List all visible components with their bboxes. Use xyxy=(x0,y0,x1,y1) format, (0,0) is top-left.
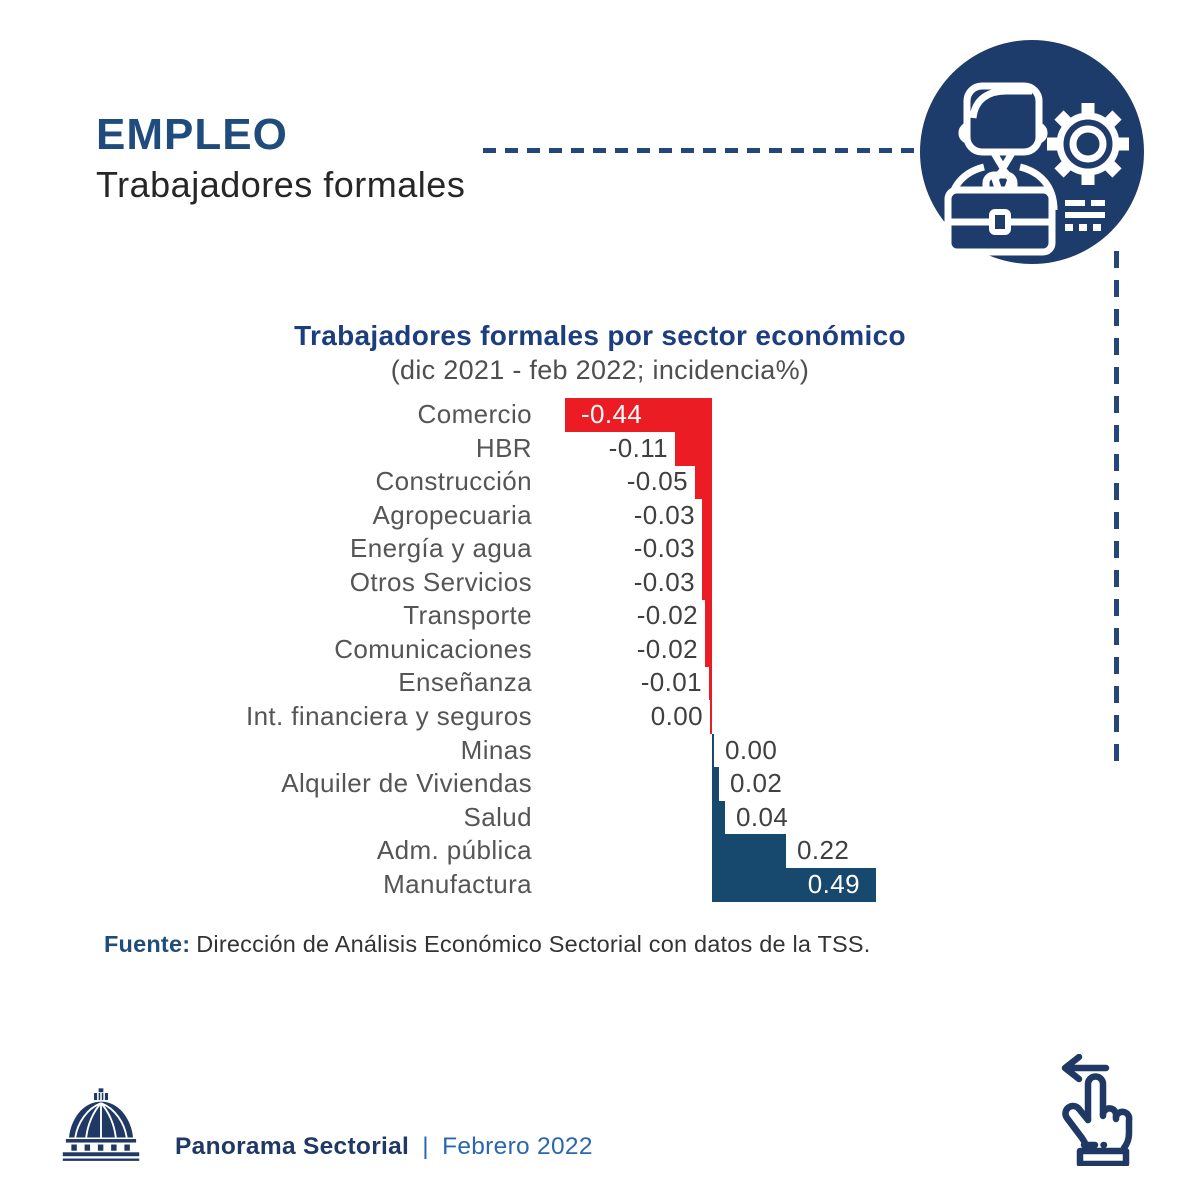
value-label: -0.03 xyxy=(633,533,695,564)
bar-negative xyxy=(702,565,712,600)
footer-edition: Febrero 2022 xyxy=(442,1133,593,1160)
value-label: -0.02 xyxy=(636,600,698,631)
bar-positive xyxy=(712,767,719,802)
category-label: Enseñanza xyxy=(398,667,532,698)
bar-positive xyxy=(712,834,786,869)
bar-negative xyxy=(702,498,712,533)
value-label: 0.04 xyxy=(736,801,789,832)
bar-negative xyxy=(675,431,712,466)
category-label: Salud xyxy=(463,801,532,832)
government-dome-logo xyxy=(62,1088,140,1162)
category-label: Manufactura xyxy=(383,868,532,899)
footer-separator: | xyxy=(422,1133,429,1160)
bar-positive xyxy=(712,867,876,902)
value-label: -0.02 xyxy=(636,633,698,664)
category-label: Otros Servicios xyxy=(349,566,532,597)
value-label: 0.22 xyxy=(797,835,850,866)
source-note: Fuente: Dirección de Análisis Económico S… xyxy=(104,931,871,958)
category-label: Alquiler de Viviendas xyxy=(281,768,532,799)
value-label: -0.11 xyxy=(608,432,668,463)
value-label: 0.00 xyxy=(725,734,778,765)
chart-subtitle: (dic 2021 - feb 2022; incidencia%) xyxy=(390,355,810,385)
bar-negative xyxy=(705,632,712,667)
category-label: Minas xyxy=(460,734,532,765)
category-label: Transporte xyxy=(403,600,532,631)
page-title: EMPLEO xyxy=(96,110,288,159)
worker-gear-briefcase-icon xyxy=(920,40,1144,264)
value-label: -0.05 xyxy=(626,466,688,497)
category-label: Comercio xyxy=(417,399,532,429)
value-label: 0.02 xyxy=(730,768,783,799)
horizontal-dashed-connector xyxy=(483,148,919,153)
value-label: -0.44 xyxy=(581,399,643,429)
category-label: HBR xyxy=(475,432,532,463)
bar-positive xyxy=(712,733,714,768)
source-text: Dirección de Análisis Económico Sectoria… xyxy=(196,931,871,957)
value-label: -0.03 xyxy=(633,566,695,597)
category-label: Construcción xyxy=(375,466,532,497)
footer: Panorama Sectorial | Febrero 2022 xyxy=(175,1133,593,1161)
category-label: Agropecuaria xyxy=(372,499,532,530)
value-label: 0.00 xyxy=(650,700,703,731)
swipe-left-hand-icon xyxy=(1050,1053,1142,1168)
bar-negative xyxy=(702,532,712,567)
value-label: 0.49 xyxy=(807,868,860,899)
bar-negative xyxy=(695,465,712,500)
source-label: Fuente: xyxy=(104,931,191,957)
bar-negative xyxy=(565,398,712,433)
value-label: -0.03 xyxy=(633,499,695,530)
bar-positive xyxy=(712,800,725,835)
footer-brand: Panorama Sectorial xyxy=(175,1133,410,1160)
vertical-dashed-connector xyxy=(1114,251,1119,771)
category-label: Comunicaciones xyxy=(334,633,532,664)
category-label: Int. financiera y seguros xyxy=(245,700,532,731)
chart-title: Trabajadores formales por sector económi… xyxy=(294,320,906,351)
bar-negative xyxy=(710,699,712,734)
category-label: Energía y agua xyxy=(350,533,532,564)
bar-negative xyxy=(705,599,712,634)
bar-negative xyxy=(709,666,712,701)
category-label: Adm. pública xyxy=(376,835,532,866)
value-label: -0.01 xyxy=(640,667,702,698)
page-subtitle: Trabajadores formales xyxy=(96,164,466,205)
